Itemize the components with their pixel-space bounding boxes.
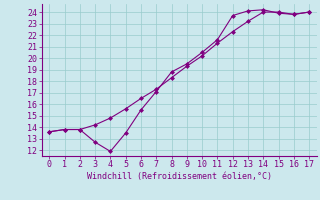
X-axis label: Windchill (Refroidissement éolien,°C): Windchill (Refroidissement éolien,°C) — [87, 172, 272, 181]
